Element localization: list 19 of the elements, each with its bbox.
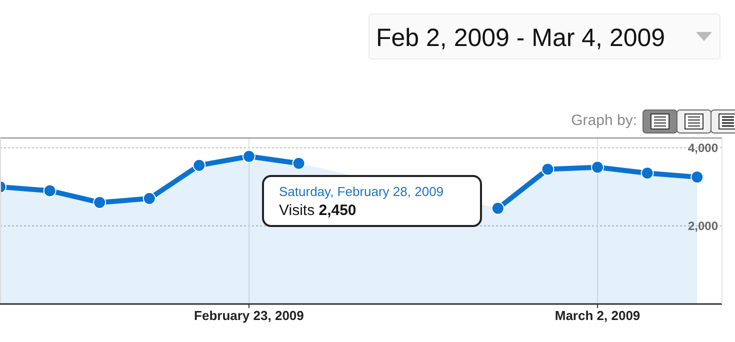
point [640, 166, 654, 180]
y-tick-label: 2,000 [688, 218, 718, 233]
point [690, 170, 704, 184]
x-tick-label: February 23, 2009 [194, 308, 304, 323]
point [491, 202, 504, 215]
point [591, 160, 604, 174]
point [541, 162, 554, 176]
text: Graph by: [571, 112, 637, 129]
point [43, 184, 56, 198]
y-tick-label: 4,000 [688, 140, 718, 155]
chart-title: Feb 2, 2009 - Mar 4, 2009 [376, 24, 666, 52]
point [93, 196, 106, 209]
annotation: Visits 2,450 [279, 202, 356, 219]
point [192, 158, 206, 172]
point [142, 192, 156, 206]
point [292, 156, 306, 170]
annotation: Saturday, February 28, 2009 [279, 184, 444, 199]
x-tick-label: March 2, 2009 [554, 308, 640, 323]
point [242, 150, 256, 163]
